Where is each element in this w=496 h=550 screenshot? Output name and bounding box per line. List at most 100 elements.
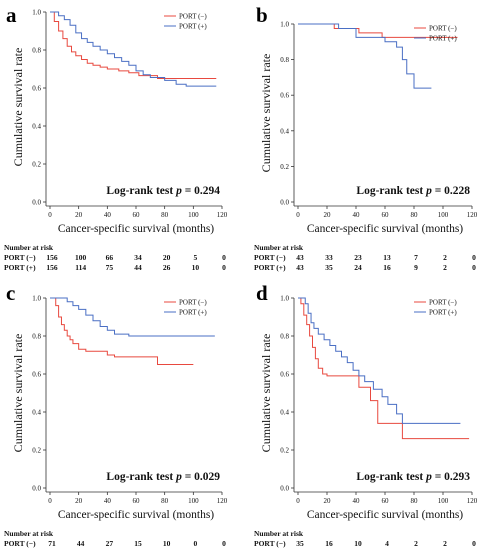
risk-cell: 16	[383, 263, 391, 272]
risk-cell: 0	[472, 539, 476, 548]
x-tick-label: 80	[411, 497, 419, 505]
risk-row-label: PORT (+)	[4, 263, 36, 272]
y-axis-title: Cumulative survival rate	[259, 54, 273, 173]
y-axis-title: Cumulative survival rate	[11, 48, 25, 167]
x-tick-label: 40	[353, 211, 361, 219]
y-axis-title: Cumulative survival rate	[11, 334, 25, 453]
risk-cell: 35	[325, 263, 333, 272]
x-tick-label: 80	[161, 211, 169, 219]
risk-row-label: PORT (−)	[254, 539, 286, 548]
risk-cell: 44	[134, 263, 142, 272]
risk-table-title: Number at risk	[4, 243, 54, 252]
y-tick-label: 1.0	[32, 9, 41, 17]
risk-cell: 10	[354, 539, 362, 548]
log-rank-annotation: Log-rank test p = 0.294	[106, 185, 220, 197]
risk-cell: 75	[106, 263, 114, 272]
risk-table-title: Number at risk	[4, 529, 54, 538]
series-line-port-neg	[50, 11, 217, 79]
p-symbol: p	[175, 471, 182, 483]
y-tick-label: 0.8	[280, 333, 289, 341]
x-axis-title: Cancer-specific survival (months)	[307, 223, 463, 235]
risk-cell: 34	[134, 253, 142, 262]
legend-label: PORT (−)	[179, 299, 207, 307]
x-axis-title: Cancer-specific survival (months)	[58, 223, 214, 235]
risk-cell: 43	[296, 253, 304, 262]
risk-cell: 9	[414, 263, 418, 272]
legend-label: PORT (+)	[429, 309, 457, 317]
risk-cell: 0	[472, 263, 476, 272]
y-tick-label: 0.0	[32, 199, 41, 207]
x-tick-label: 60	[382, 497, 390, 505]
x-tick-label: 20	[324, 211, 332, 219]
risk-row-label: PORT (−)	[254, 253, 286, 262]
risk-row-label: PORT (−)	[4, 539, 36, 548]
risk-cell: 2	[414, 539, 418, 548]
x-tick-label: 60	[382, 211, 390, 219]
x-tick-label: 80	[411, 211, 419, 219]
x-tick-label: 20	[324, 497, 332, 505]
x-tick-label: 120	[217, 211, 228, 219]
legend-label: PORT (+)	[179, 23, 207, 31]
x-axis-title: Cancer-specific survival (months)	[58, 509, 214, 521]
x-axis-title: Cancer-specific survival (months)	[307, 509, 463, 521]
x-tick-label: 60	[133, 497, 141, 505]
legend-label: PORT (−)	[179, 13, 207, 21]
risk-cell: 24	[354, 263, 362, 272]
x-tick-label: 0	[48, 497, 52, 505]
p-symbol: p	[425, 185, 432, 197]
risk-cell: 71	[48, 539, 56, 548]
x-tick-label: 0	[48, 211, 52, 219]
risk-cell: 0	[472, 253, 476, 262]
risk-cell: 44	[77, 539, 85, 548]
y-tick-label: 0.2	[280, 447, 289, 455]
legend-label: PORT (−)	[429, 299, 457, 307]
y-tick-label: 0.0	[280, 199, 289, 207]
x-tick-label: 100	[188, 211, 199, 219]
log-rank-annotation: Log-rank test p = 0.293	[356, 471, 470, 483]
risk-cell: 10	[192, 263, 200, 272]
x-tick-label: 60	[133, 211, 141, 219]
risk-cell: 4	[385, 539, 389, 548]
y-tick-label: 0.4	[280, 409, 289, 417]
risk-cell: 2	[443, 253, 447, 262]
y-tick-label: 0.4	[32, 123, 41, 131]
x-tick-label: 100	[188, 497, 199, 505]
panel-letter: b	[256, 3, 268, 27]
p-symbol: p	[175, 185, 182, 197]
risk-cell: 66	[106, 253, 114, 262]
x-tick-label: 100	[438, 211, 449, 219]
p-value: = 0.228	[432, 185, 470, 197]
p-value: = 0.294	[182, 185, 220, 197]
series-line-port-pos	[298, 297, 461, 424]
x-tick-label: 80	[161, 497, 169, 505]
risk-cell: 26	[163, 263, 171, 272]
y-tick-label: 0.8	[32, 333, 41, 341]
y-tick-label: 0.8	[32, 47, 41, 55]
x-tick-label: 0	[296, 497, 300, 505]
panel-letter: c	[6, 281, 15, 305]
y-tick-label: 1.0	[32, 295, 41, 303]
x-tick-label: 20	[75, 497, 83, 505]
log-rank-test-label: Log-rank test	[356, 471, 426, 483]
y-tick-label: 0.8	[280, 56, 289, 64]
risk-row-label: PORT (−)	[4, 253, 36, 262]
risk-cell: 156	[46, 263, 58, 272]
y-tick-label: 0.0	[280, 485, 289, 493]
log-rank-test-label: Log-rank test	[106, 185, 176, 197]
y-tick-label: 0.4	[32, 409, 41, 417]
risk-cell: 100	[75, 253, 87, 262]
panel-b: b0.00.20.40.60.81.00 20 40 60 80 100 120Cumula…	[254, 3, 478, 272]
risk-table-title: Number at risk	[254, 243, 304, 252]
x-tick-label: 40	[104, 211, 112, 219]
risk-cell: 35	[296, 539, 304, 548]
y-tick-label: 1.0	[280, 21, 289, 29]
risk-cell: 33	[325, 253, 333, 262]
risk-cell: 7	[414, 253, 418, 262]
risk-cell: 13	[383, 253, 391, 262]
risk-cell: 2	[443, 263, 447, 272]
x-tick-label: 120	[467, 497, 478, 505]
p-symbol: p	[425, 471, 432, 483]
panel-d: d0.00.20.40.60.81.00 20 40 60 80 100 120Cumula…	[254, 281, 478, 550]
series-line-port-pos	[298, 23, 432, 89]
